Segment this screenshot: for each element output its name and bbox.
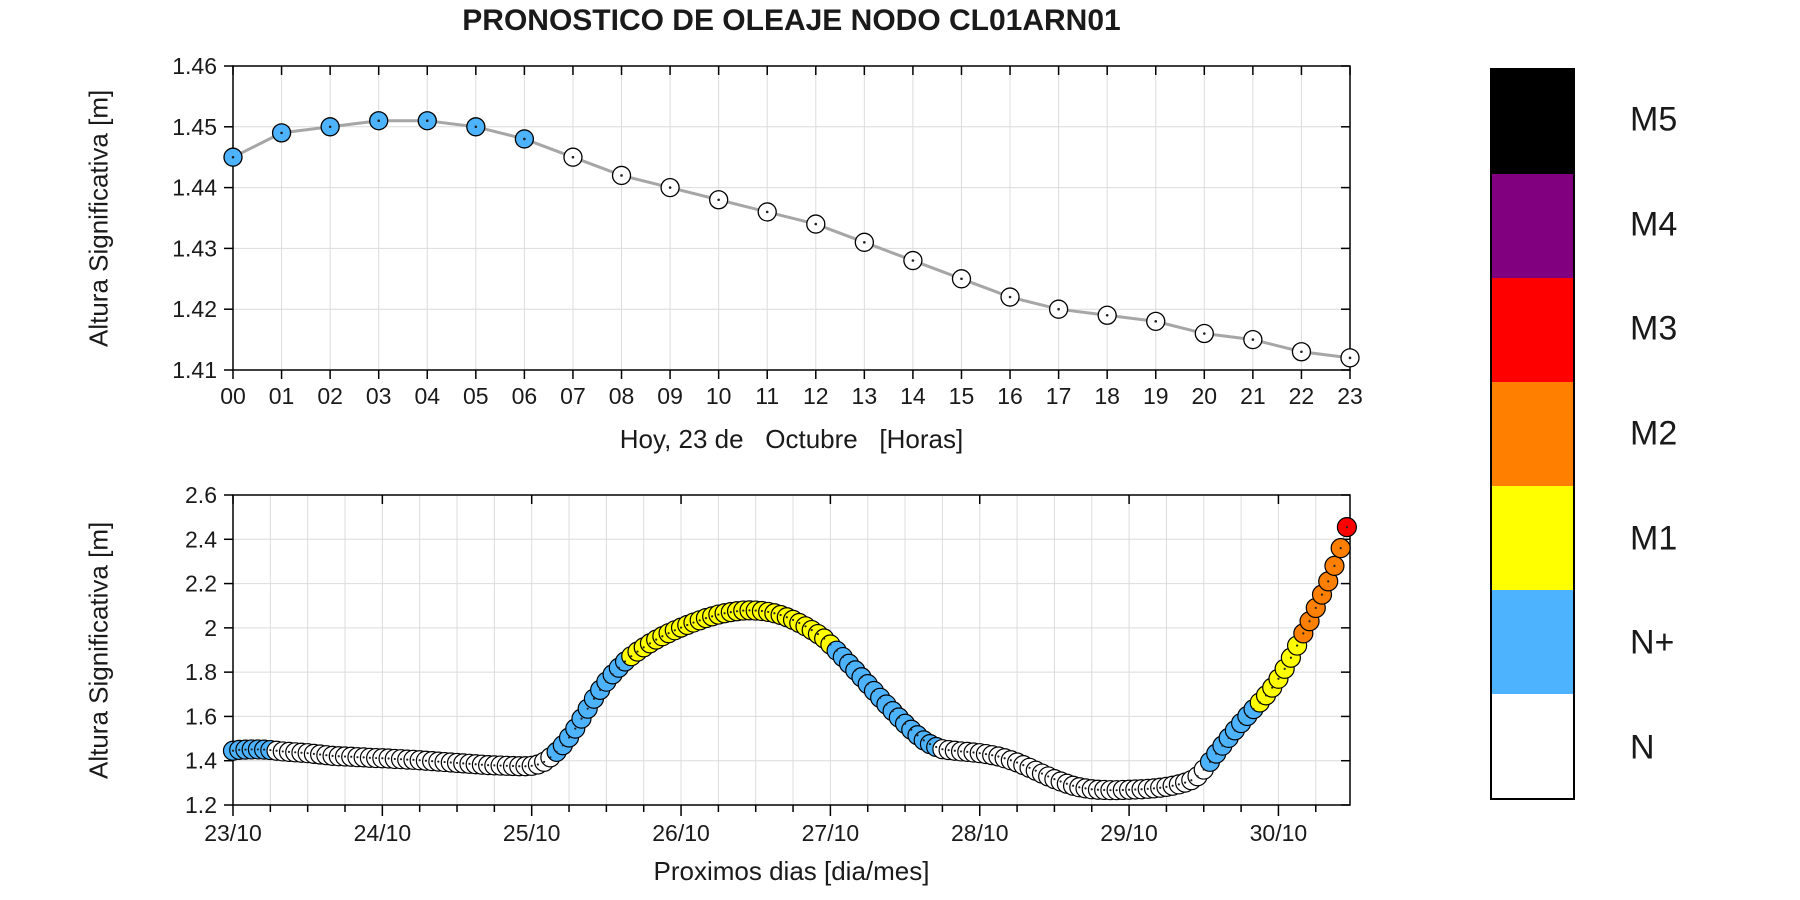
svg-text:12: 12 [803,383,829,409]
svg-text:29/10: 29/10 [1100,820,1158,846]
svg-text:07: 07 [560,383,586,409]
svg-text:1.8: 1.8 [185,659,217,685]
svg-text:27/10: 27/10 [802,820,860,846]
category-colorbar [1490,68,1575,800]
svg-text:09: 09 [657,383,683,409]
svg-text:14: 14 [900,383,926,409]
svg-text:1.4: 1.4 [185,748,217,774]
svg-text:1.46: 1.46 [172,53,217,79]
svg-text:1.2: 1.2 [185,792,217,818]
svg-text:1.42: 1.42 [172,296,217,322]
top-chart: 00 01 02 03 04 05 06 07 08 09 10 11 12 13 14 15 16 17 18 19… [172,53,1363,409]
svg-text:03: 03 [366,383,392,409]
top-chart-xlabel: Hoy, 23 de Octubre [Horas] [619,424,964,454]
svg-text:10: 10 [706,383,732,409]
svg-text:26/10: 26/10 [652,820,710,846]
svg-text:20: 20 [1192,383,1218,409]
svg-text:1.41: 1.41 [172,357,217,383]
top-chart-line [232,119,1351,360]
legend-swatch-M1 [1492,486,1573,590]
svg-text:11: 11 [755,383,779,409]
svg-text:1.6: 1.6 [185,703,217,729]
svg-text:21: 21 [1240,383,1266,409]
legend-swatch-N+ [1492,590,1573,694]
top-chart-ticks [224,65,1351,379]
svg-text:00: 00 [220,383,246,409]
top-chart-gridlines [233,66,1350,370]
svg-text:23/10: 23/10 [204,820,262,846]
svg-text:1.44: 1.44 [172,175,217,201]
svg-text:04: 04 [414,383,440,409]
legend-label-N: N [1630,728,1655,767]
svg-text:15: 15 [949,383,975,409]
top-chart-markers [223,111,1360,368]
legend-label-N+: N+ [1630,623,1675,662]
svg-text:30/10: 30/10 [1250,820,1308,846]
bottom-chart-xlabel: Proximos dias [dia/mes] [653,856,930,886]
legend-swatch-M5 [1492,70,1573,174]
svg-text:01: 01 [269,383,295,409]
svg-text:05: 05 [463,383,489,409]
svg-text:28/10: 28/10 [951,820,1009,846]
svg-text:2.2: 2.2 [185,571,217,597]
legend-label-M2: M2 [1630,414,1678,453]
svg-text:06: 06 [512,383,538,409]
legend-swatch-M3 [1492,278,1573,382]
svg-text:13: 13 [852,383,878,409]
legend-label-M4: M4 [1630,205,1678,244]
top-chart-frame [232,65,1351,371]
bottom-chart-markers [222,517,1357,801]
svg-text:1.45: 1.45 [172,114,217,140]
bottom-chart-tick-labels: 23/10 24/10 25/10 26/10 27/10 28/10 29/10 30/10… [185,482,1307,846]
legend-swatch-M2 [1492,382,1573,486]
svg-text:25/10: 25/10 [503,820,561,846]
svg-text:19: 19 [1143,383,1169,409]
svg-text:24/10: 24/10 [354,820,412,846]
svg-text:2: 2 [204,615,217,641]
bottom-chart-frame [232,494,1351,806]
top-chart-tick-labels: 00 01 02 03 04 05 06 07 08 09 10 11 12 13 14 15 16 17 18 19… [172,53,1363,409]
bottom-chart: 23/10 24/10 25/10 26/10 27/10 28/10 29/10 30/10… [185,482,1357,846]
svg-text:17: 17 [1046,383,1072,409]
svg-text:08: 08 [609,383,635,409]
svg-text:18: 18 [1094,383,1120,409]
svg-text:2.4: 2.4 [185,526,217,552]
figure-title: PRONOSTICO DE OLEAJE NODO CL01ARN01 [462,4,1121,37]
svg-text:02: 02 [317,383,343,409]
legend-label-M5: M5 [1630,100,1678,139]
legend-swatch-M4 [1492,174,1573,278]
legend-label-M1: M1 [1630,519,1678,558]
svg-text:22: 22 [1289,383,1315,409]
svg-text:1.43: 1.43 [172,235,217,261]
svg-text:16: 16 [997,383,1023,409]
svg-text:23: 23 [1337,383,1363,409]
legend-label-M3: M3 [1630,309,1678,348]
svg-text:2.6: 2.6 [185,482,217,508]
legend-swatch-N [1492,694,1573,798]
